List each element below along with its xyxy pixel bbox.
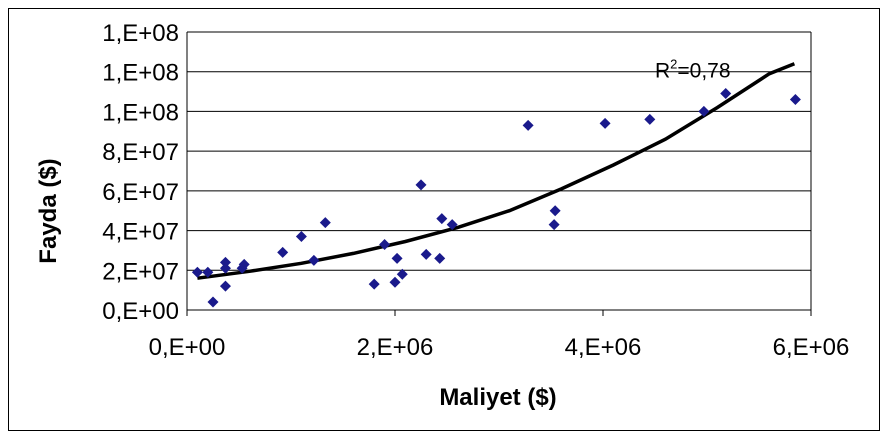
data-point: [644, 113, 656, 125]
data-point: [379, 238, 391, 250]
data-point: [391, 252, 403, 264]
data-point: [238, 258, 250, 270]
data-point: [434, 252, 446, 264]
r-squared-annotation: R2=0,78: [655, 57, 731, 83]
y-tick-label: 1,E+08: [102, 99, 179, 126]
r-squared-value: =0,78: [677, 60, 730, 83]
trend-curve: [197, 62, 796, 280]
data-point: [368, 278, 380, 290]
data-point: [219, 262, 231, 274]
x-tick-label: 0,E+00: [149, 334, 226, 361]
data-points: [191, 88, 801, 308]
data-point: [548, 219, 560, 231]
y-tick-label: 1,E+08: [102, 60, 179, 87]
data-point: [389, 276, 401, 288]
y-tick-label: 1,E+08: [102, 20, 179, 47]
y-tick-label: 4,E+07: [102, 219, 179, 246]
data-point: [446, 219, 458, 231]
trend-line: [197, 62, 796, 280]
data-point: [219, 256, 231, 268]
x-tick-labels: 0,E+00 2,E+06 4,E+06 6,E+06: [149, 334, 850, 361]
data-point: [549, 205, 561, 217]
data-point: [720, 88, 732, 100]
data-point: [295, 231, 307, 243]
data-point: [415, 179, 427, 191]
data-point: [420, 248, 432, 260]
data-point: [319, 217, 331, 229]
y-axis-title: Fayda ($): [35, 158, 62, 263]
y-tick-label: 0,E+00: [102, 298, 179, 325]
data-point: [202, 266, 214, 278]
x-tick-label: 2,E+06: [357, 334, 434, 361]
y-tick-labels: 0,E+00 2,E+07 4,E+07 6,E+07 8,E+07 1,E+08 1,E+…: [102, 20, 179, 325]
r-squared-superscript: 2: [670, 57, 677, 72]
x-tick-label: 4,E+06: [565, 334, 642, 361]
data-point: [396, 268, 408, 280]
x-axis-title: Maliyet ($): [439, 384, 556, 411]
x-tick-label: 6,E+06: [773, 334, 850, 361]
data-point: [522, 119, 534, 131]
data-point: [277, 246, 289, 258]
data-point: [191, 266, 203, 278]
data-point: [789, 94, 801, 106]
data-point: [207, 296, 219, 308]
data-point: [698, 105, 710, 117]
y-tick-label: 8,E+07: [102, 139, 179, 166]
data-point: [436, 213, 448, 225]
data-point: [219, 280, 231, 292]
data-point: [599, 117, 611, 129]
y-tick-label: 2,E+07: [102, 258, 179, 285]
y-tick-label: 6,E+07: [102, 179, 179, 206]
r-squared-prefix: R: [655, 60, 670, 83]
data-point: [308, 254, 320, 266]
